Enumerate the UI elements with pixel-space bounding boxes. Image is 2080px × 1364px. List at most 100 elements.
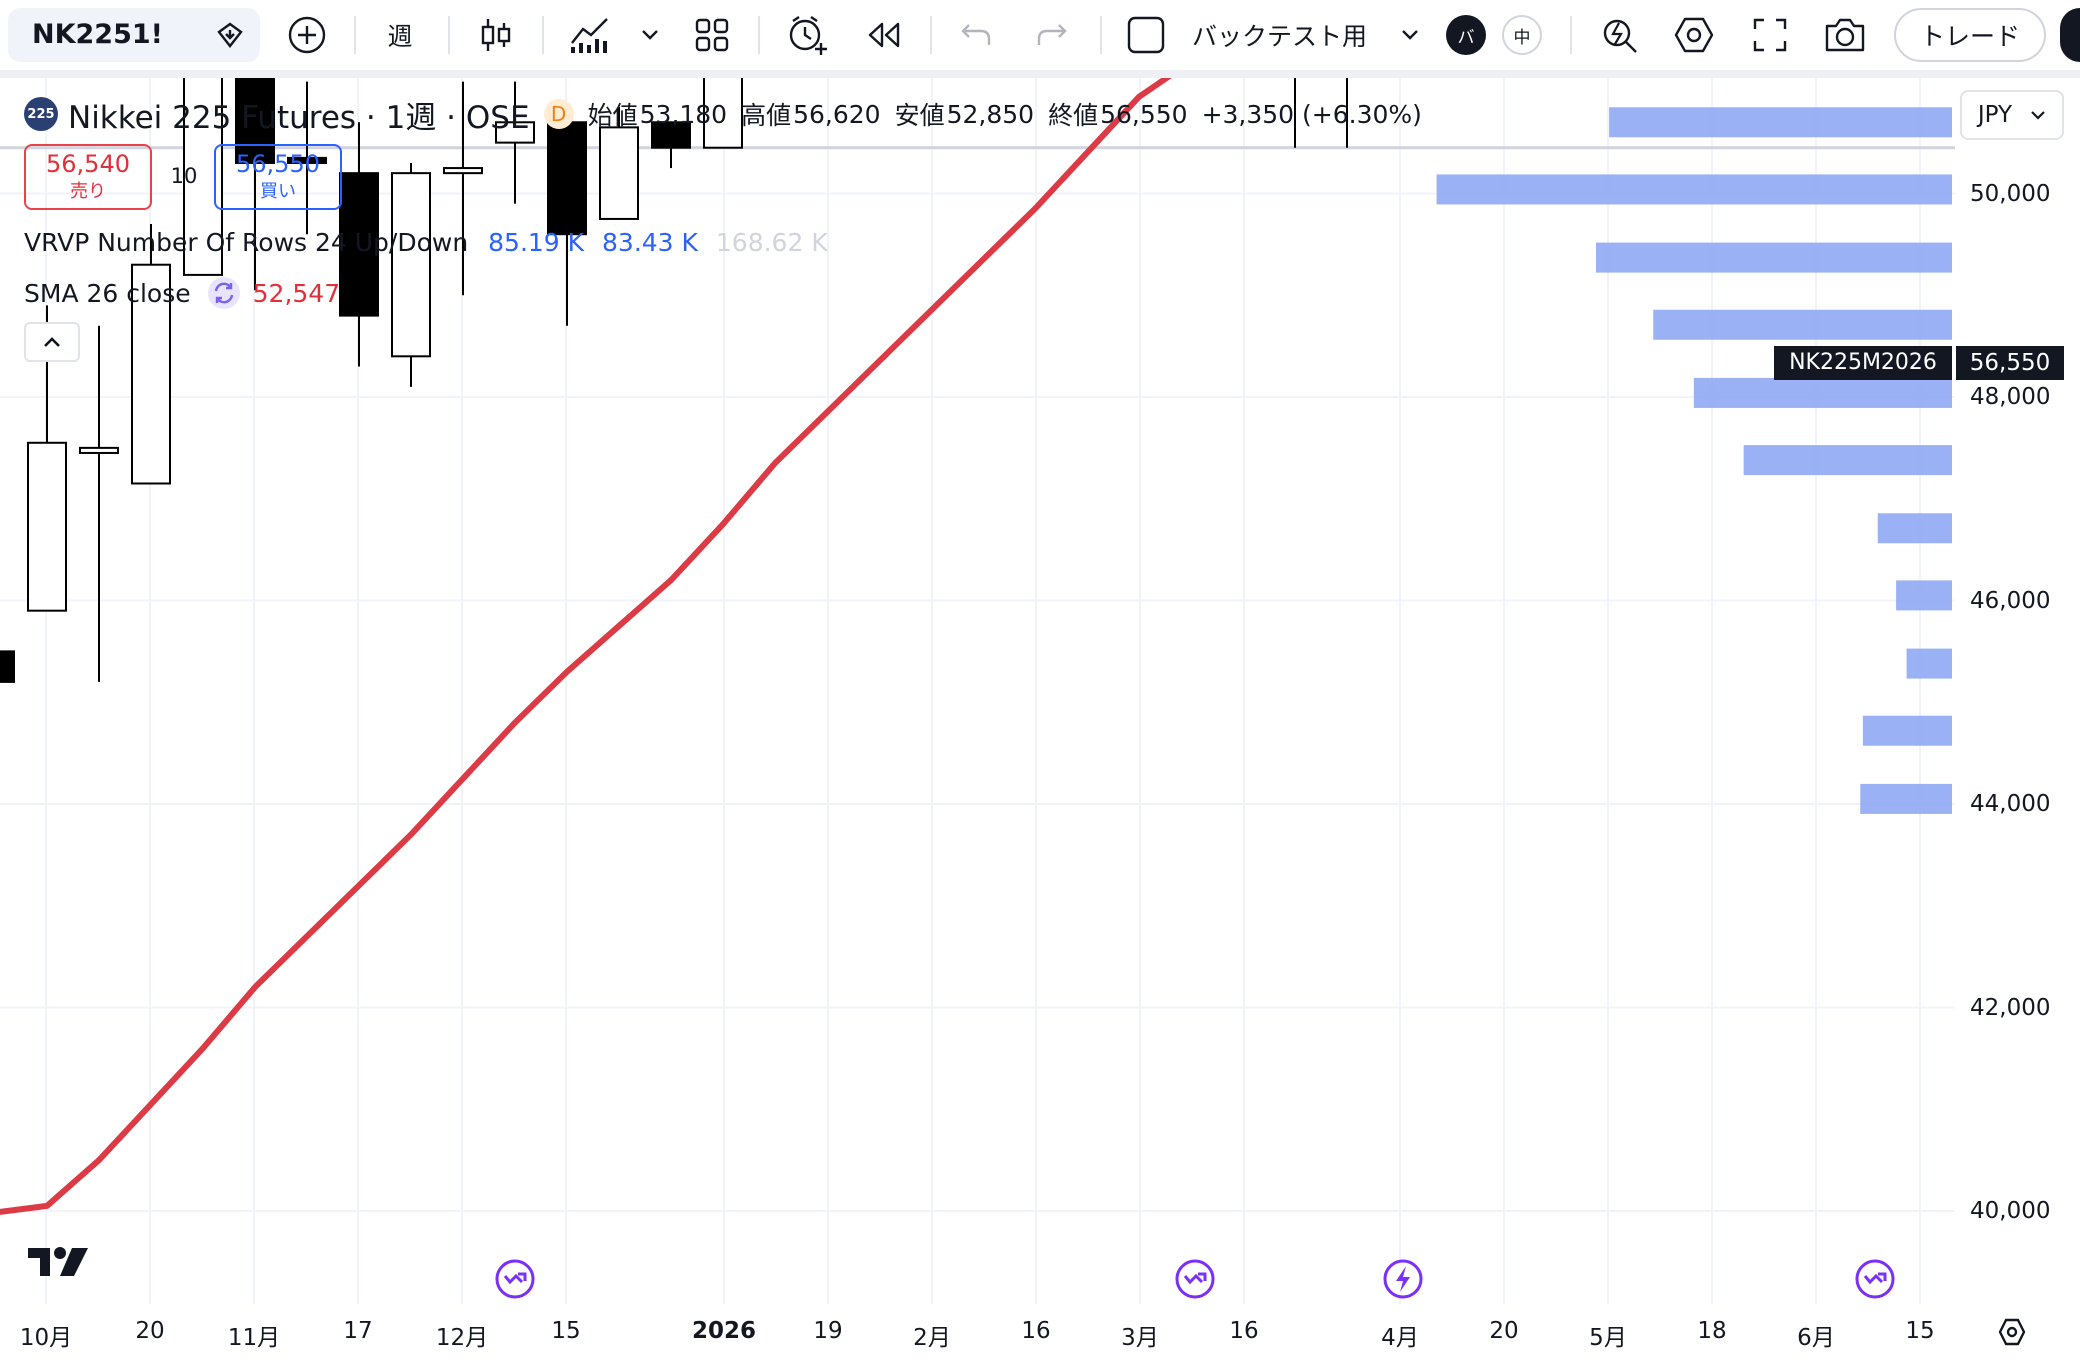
chart-area[interactable] — [0, 78, 2080, 1364]
layout-grid-icon[interactable] — [690, 8, 734, 62]
toolbar-divider — [354, 16, 356, 54]
lightning-event-icon[interactable] — [1382, 1258, 1424, 1300]
toolbar-divider — [1570, 16, 1572, 54]
buy-button[interactable]: 56,550 買い — [214, 144, 342, 210]
dividend-event-icon[interactable] — [1854, 1258, 1896, 1300]
sell-button[interactable]: 56,540 売り — [24, 144, 152, 210]
fullscreen-icon[interactable] — [1748, 8, 1792, 62]
add-symbol-icon[interactable] — [284, 8, 330, 62]
dividend-event-icon[interactable] — [494, 1258, 536, 1300]
settings-hex-icon[interactable] — [1670, 8, 1718, 62]
price-axis-label: 42,000 — [1970, 994, 2051, 1021]
backtest-checkbox[interactable] — [1124, 8, 1168, 62]
time-axis-label: 17 — [343, 1318, 373, 1344]
time-axis-label: 2026 — [691, 1318, 757, 1344]
ohlc-high-label: 高値 — [741, 101, 792, 130]
ohlc-high-value: 56,620 — [793, 99, 881, 129]
candle-body — [495, 121, 535, 144]
candle-down — [651, 121, 691, 169]
volume-profile — [1436, 107, 1952, 814]
chevron-down-icon[interactable] — [636, 8, 664, 62]
vrvp-legend[interactable]: VRVP Number Of Rows 24 Up/Down 85.19 K 8… — [24, 228, 828, 257]
candle-up — [79, 325, 119, 682]
interval-button[interactable]: 週 — [387, 22, 413, 51]
time-axis-label: 20 — [1489, 1318, 1519, 1344]
ohlc-low-value: 52,850 — [946, 99, 1035, 129]
candle-up — [443, 81, 483, 296]
badge-ba[interactable]: バ — [1444, 8, 1488, 62]
axis-settings-icon[interactable] — [1996, 1316, 2028, 1352]
sma-legend[interactable]: SMA 26 close 52,547 — [24, 276, 340, 310]
volume-profile-bar — [1743, 445, 1952, 476]
volume-profile-bar — [1609, 107, 1952, 138]
time-axis-label: 3月 — [1121, 1325, 1159, 1351]
candle-down — [0, 650, 15, 683]
tradingview-logo[interactable] — [28, 1244, 92, 1284]
symbol-name[interactable]: NK2251! — [32, 19, 163, 50]
candle-style-icon[interactable] — [474, 8, 518, 62]
candle-body — [79, 446, 119, 454]
collapse-legend-button[interactable] — [24, 322, 80, 362]
time-axis-label: 20 — [135, 1318, 165, 1344]
toolbar-divider — [448, 16, 450, 54]
candle-body — [27, 441, 67, 612]
chart-canvas[interactable] — [0, 78, 2080, 1364]
candle-up — [703, 78, 743, 149]
quick-search-icon[interactable] — [1594, 8, 1644, 62]
delay-badge: D — [543, 99, 574, 129]
candle-down — [547, 121, 587, 326]
candle-body — [339, 172, 379, 317]
symbol-search-box[interactable]: NK2251! — [8, 8, 260, 62]
camera-icon[interactable] — [1820, 8, 1870, 62]
candle-down — [339, 122, 379, 367]
undo-icon[interactable] — [954, 8, 998, 62]
ohlc-open-label: 始値 — [587, 101, 638, 130]
vrvp-down-value: 83.43 K — [602, 228, 698, 257]
candle-series — [0, 78, 1348, 683]
ohlc-open-value: 53,180 — [639, 99, 728, 129]
candle-body — [391, 172, 431, 358]
time-axis-label: 10月 — [19, 1325, 73, 1351]
candle-up — [27, 305, 67, 612]
top-toolbar: NK2251! 週 — [0, 0, 2080, 78]
candle-up — [599, 107, 639, 220]
sma-value: 52,547 — [252, 278, 341, 308]
currency-value: JPY — [1977, 102, 2013, 128]
candle-down — [235, 78, 275, 291]
time-axis-label: 2月 — [913, 1325, 951, 1351]
replay-icon[interactable] — [860, 8, 908, 62]
time-axis-label: 5月 — [1589, 1325, 1627, 1351]
candle-up — [391, 162, 431, 387]
chevron-down-icon[interactable] — [1396, 8, 1424, 62]
instrument-title[interactable]: Nikkei 225 Futures · 1週 · OSE — [68, 99, 530, 136]
trade-button[interactable]: トレード — [1894, 8, 2046, 62]
volume-profile-bar — [1596, 242, 1952, 273]
indicators-icon[interactable] — [566, 8, 614, 62]
redo-icon[interactable] — [1030, 8, 1074, 62]
candle-body — [443, 167, 483, 175]
price-axis-label: 44,000 — [1970, 791, 2051, 817]
time-axis-label: 18 — [1697, 1318, 1727, 1344]
diamond-alert-icon[interactable] — [208, 8, 252, 62]
currency-select[interactable]: JPY — [1960, 90, 2064, 140]
toolbar-divider — [542, 16, 544, 54]
candle-body — [547, 121, 587, 236]
candle-up — [495, 81, 535, 204]
profile-button[interactable] — [2060, 8, 2080, 62]
sma-line — [0, 78, 1172, 1215]
dividend-event-icon[interactable] — [1174, 1258, 1216, 1300]
toolbar-divider — [1100, 16, 1102, 54]
vrvp-up-value: 85.19 K — [488, 228, 585, 257]
vrvp-total-value: 168.62 K — [715, 228, 828, 257]
sma-name: SMA 26 close — [24, 278, 191, 308]
chevron-up-icon — [44, 337, 60, 347]
backtest-label[interactable]: バックテスト用 — [1192, 22, 1368, 51]
badge-chu[interactable]: 中 — [1500, 8, 1544, 62]
candle-body — [599, 126, 639, 220]
price-change: +3,350 (+6.30%) — [1201, 99, 1422, 129]
volume-profile-bar — [1896, 580, 1952, 611]
alert-clock-icon[interactable] — [782, 8, 832, 62]
sell-label: 売り — [70, 181, 106, 202]
time-axis-label: 11月 — [227, 1325, 281, 1351]
